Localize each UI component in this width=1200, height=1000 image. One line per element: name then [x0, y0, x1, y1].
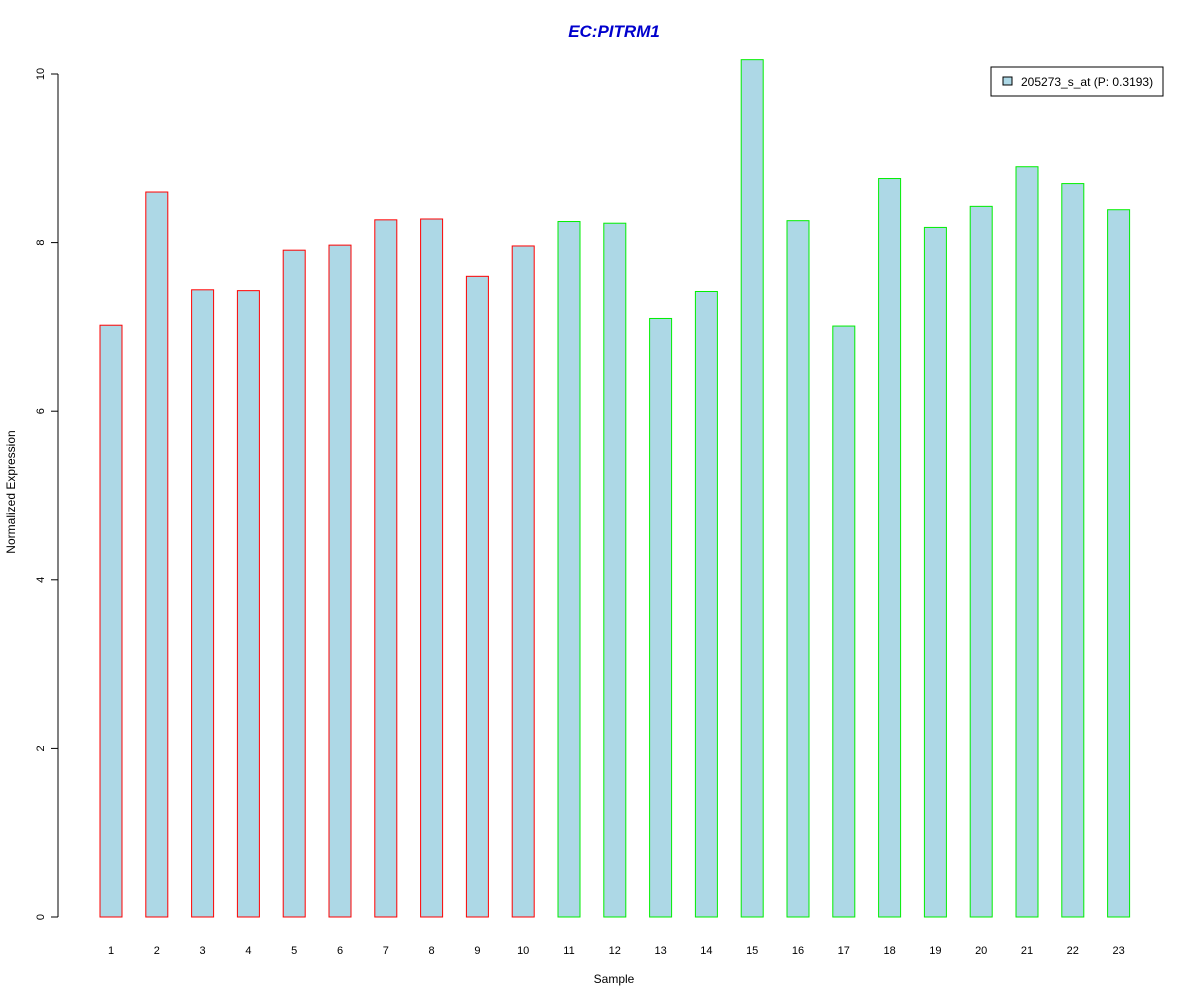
- bar-sample-9: [465, 275, 489, 918]
- x-tick-labels: 1 2 3 4 5 6 7 8 9 10 11 12 13 14 15 16 17 18 19 20 21 22 23: [108, 945, 1125, 957]
- y-axis-label: Normalized Expression: [4, 430, 18, 553]
- bar-sample-1: [99, 324, 123, 918]
- x-tick-label: 23: [1112, 945, 1124, 957]
- x-tick-label: 5: [291, 945, 297, 957]
- bar-sample-22: [1061, 183, 1085, 918]
- bar-sample-7: [374, 219, 398, 918]
- bar-sample-8: [420, 218, 444, 918]
- x-axis-label: Sample: [594, 972, 635, 986]
- y-tick-label: 6: [35, 408, 47, 414]
- bar-sample-23: [1107, 209, 1131, 918]
- bars-group: [99, 59, 1131, 918]
- x-tick-label: 19: [929, 945, 941, 957]
- bar-sample-6: [328, 244, 352, 918]
- bar-sample-5: [282, 249, 306, 918]
- x-tick-label: 11: [563, 945, 574, 957]
- x-tick-label: 15: [746, 945, 758, 957]
- y-tick-label: 4: [35, 577, 47, 583]
- legend-box: [990, 66, 1164, 97]
- x-tick-label: 14: [700, 945, 712, 957]
- bar-sample-4: [236, 290, 260, 918]
- x-tick-label: 3: [200, 945, 206, 957]
- x-tick-label: 6: [337, 945, 343, 957]
- y-tick-label: 8: [35, 240, 47, 246]
- bar-sample-12: [603, 222, 627, 918]
- x-tick-label: 4: [245, 945, 251, 957]
- x-tick-label: 18: [883, 945, 895, 957]
- x-tick-label: 13: [654, 945, 666, 957]
- bar-sample-17: [832, 325, 856, 918]
- x-tick-label: 10: [517, 945, 529, 957]
- y-tick-label: 2: [35, 745, 47, 751]
- x-tick-label: 1: [108, 945, 114, 957]
- x-tick-label: 9: [474, 945, 480, 957]
- bar-sample-14: [694, 290, 718, 918]
- bar-sample-19: [923, 226, 947, 918]
- x-tick-label: 7: [383, 945, 389, 957]
- bar-sample-21: [1015, 166, 1039, 918]
- x-tick-label: 22: [1067, 945, 1079, 957]
- legend-label: 205273_s_at (P: 0.3193): [1021, 75, 1153, 89]
- y-axis: 0 2 4 6 8 10: [35, 68, 59, 920]
- x-tick-label: 2: [154, 945, 160, 957]
- chart-title: EC:PITRM1: [568, 22, 660, 41]
- bar-sample-18: [878, 178, 902, 918]
- bar-sample-15: [740, 59, 764, 918]
- x-tick-label: 12: [609, 945, 621, 957]
- bar-sample-13: [649, 317, 673, 918]
- y-tick-label: 10: [35, 68, 47, 80]
- y-tick-label: 0: [35, 914, 47, 920]
- x-tick-label: 20: [975, 945, 987, 957]
- bar-sample-3: [191, 289, 215, 918]
- bar-sample-2: [145, 191, 169, 918]
- bar-sample-10: [511, 245, 535, 918]
- legend: 205273_s_at (P: 0.3193): [990, 66, 1164, 97]
- legend-swatch: [1002, 76, 1013, 86]
- x-tick-label: 16: [792, 945, 804, 957]
- bar-sample-16: [786, 220, 810, 918]
- x-tick-label: 8: [429, 945, 435, 957]
- bar-sample-11: [557, 221, 581, 918]
- x-tick-label: 21: [1021, 945, 1033, 957]
- bar-sample-20: [969, 205, 993, 918]
- x-tick-label: 17: [838, 945, 850, 957]
